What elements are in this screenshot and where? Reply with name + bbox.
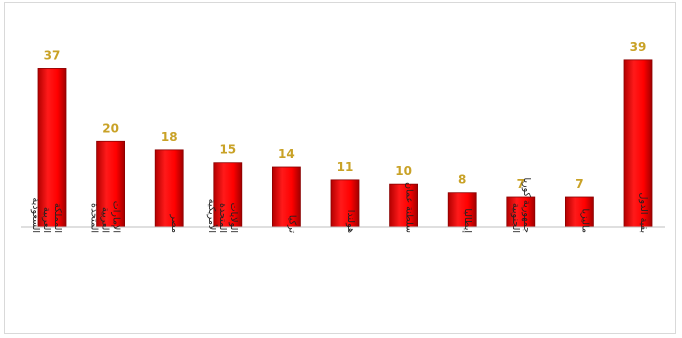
category-label-5: هولندا bbox=[345, 210, 356, 233]
value-label-1: 20 bbox=[102, 121, 119, 135]
bar-9 bbox=[565, 196, 594, 228]
bar-1 bbox=[96, 140, 125, 228]
value-label-6: 10 bbox=[395, 164, 412, 178]
bar-7 bbox=[447, 192, 477, 228]
category-label-1: الإماراتالعربيةالمتحدة bbox=[89, 201, 122, 233]
value-label-8: 7 bbox=[517, 177, 525, 191]
bar-2 bbox=[154, 149, 184, 228]
category-label-7: إيطاليا bbox=[462, 208, 473, 233]
value-label-3: 15 bbox=[219, 143, 236, 157]
bar-10 bbox=[623, 59, 653, 228]
value-label-9: 7 bbox=[575, 177, 583, 191]
value-labels-group: 37 20 18 15 14 11 10 8 7 7 39 bbox=[44, 40, 647, 191]
category-label-6: سلطنة عمان bbox=[404, 182, 415, 233]
bars-group bbox=[37, 59, 653, 228]
category-label-2: مصر bbox=[169, 213, 180, 233]
category-label-8: جمهورية كورياالجنوبية bbox=[510, 177, 532, 233]
value-label-10: 39 bbox=[630, 40, 647, 54]
chart-frame: 37 20 18 15 14 11 10 8 7 7 39 المملكةالعربيةالسعود… bbox=[4, 2, 676, 334]
category-label-4: تركيا bbox=[286, 215, 297, 234]
bar-5 bbox=[330, 179, 360, 228]
value-label-4: 14 bbox=[278, 147, 295, 161]
category-label-0: المملكةالعربيةالسعودية bbox=[30, 198, 63, 233]
value-label-2: 18 bbox=[161, 130, 178, 144]
category-labels-group: المملكةالعربيةالسعودية الإماراتالعربيةالم… bbox=[30, 177, 649, 233]
category-label-3: الولاياتالمتحدةالأمريكية bbox=[206, 199, 239, 233]
value-label-5: 11 bbox=[337, 160, 354, 174]
bar-0 bbox=[37, 68, 67, 228]
bar-chart: 37 20 18 15 14 11 10 8 7 7 39 المملكةالعربيةالسعود… bbox=[21, 40, 665, 233]
category-label-10: بقية الدول bbox=[638, 193, 649, 233]
value-label-7: 8 bbox=[458, 173, 466, 187]
bar-3 bbox=[213, 162, 243, 228]
value-label-0: 37 bbox=[44, 48, 61, 62]
category-label-9: ماليزيا bbox=[579, 208, 590, 233]
